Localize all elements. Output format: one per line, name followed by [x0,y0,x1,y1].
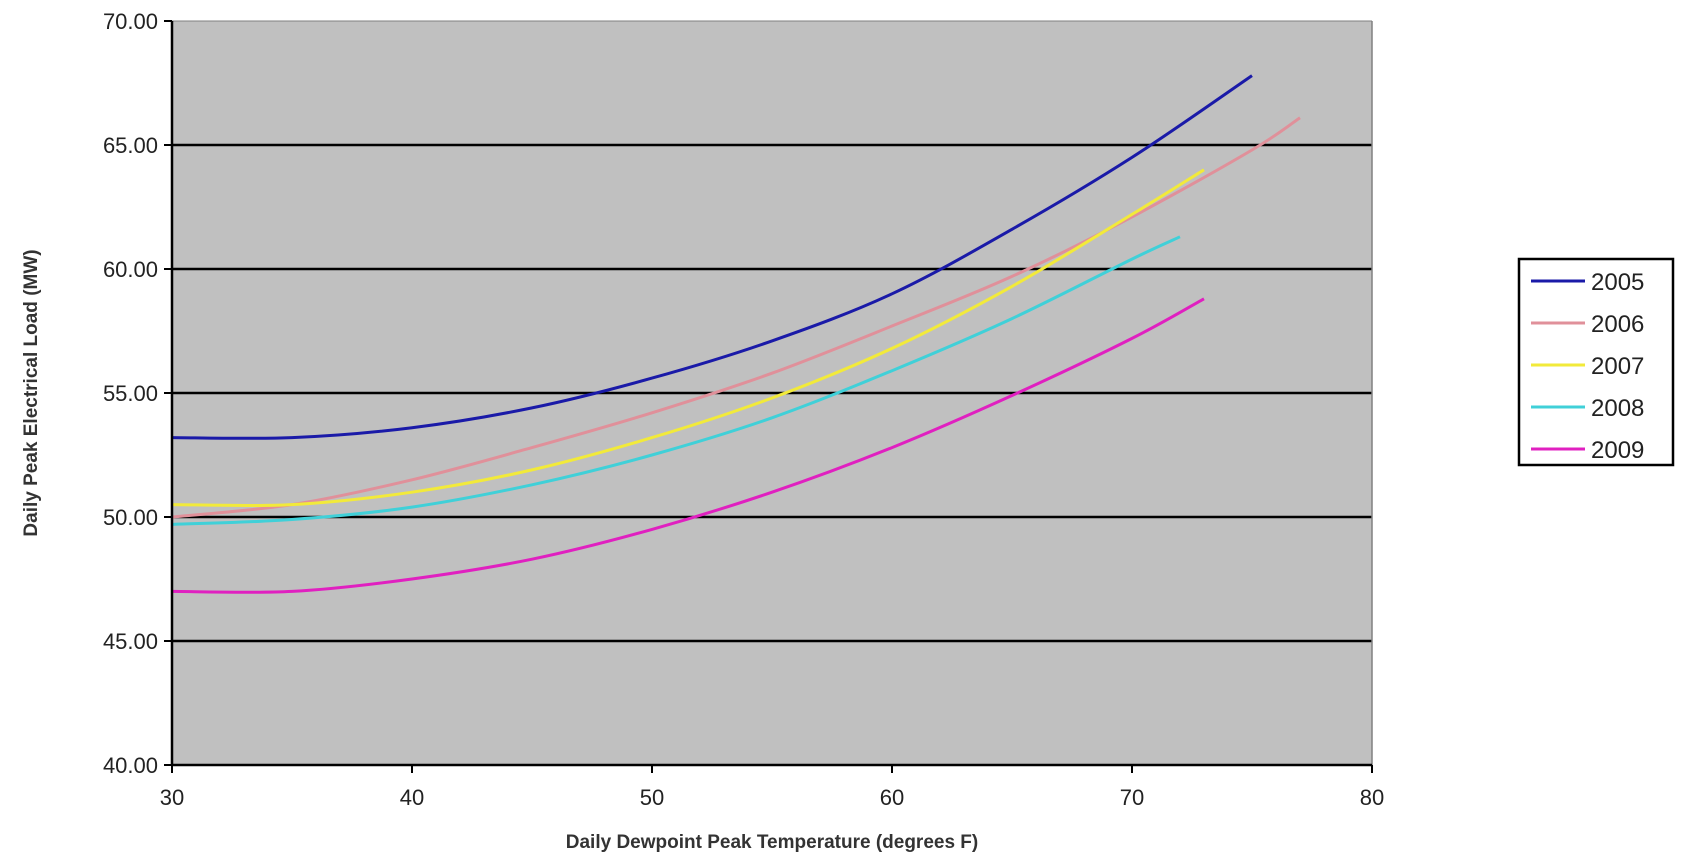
x-tick-labels: 30 40 50 60 70 80 [160,785,1384,810]
x-axis-title: Daily Dewpoint Peak Temperature (degrees… [566,832,979,853]
y-tick-label: 45.00 [103,629,158,654]
y-tick-label: 70.00 [103,9,158,34]
series-line-2009 [171,297,1205,594]
y-tick-label: 65.00 [103,133,158,158]
y-tick-labels: 40.00 45.00 50.00 55.00 60.00 65.00 70.00 [103,9,158,778]
legend-label: 2007 [1591,353,1644,380]
legend: 2005 2006 2007 2008 2009 [1517,257,1675,467]
series-line-2008 [171,235,1181,526]
x-tick-label: 50 [640,785,664,810]
series-line-2007 [171,168,1205,508]
legend-label: 2005 [1591,269,1644,296]
legend-label: 2009 [1591,437,1644,464]
x-tick-label: 70 [1120,785,1144,810]
series-line-2006 [171,116,1301,519]
legend-label: 2008 [1591,395,1644,422]
y-tick-label: 60.00 [103,257,158,282]
y-tick-label: 40.00 [103,753,158,778]
x-tick-label: 80 [1360,785,1384,810]
series-lines [171,74,1301,594]
y-tick-label: 55.00 [103,381,158,406]
x-tick-label: 40 [400,785,424,810]
y-axis-title: Daily Peak Electrical Load (MW) [21,249,42,536]
legend-box [1517,257,1675,467]
x-tick-label: 30 [160,785,184,810]
axes [164,20,1373,773]
x-tick-label: 60 [880,785,904,810]
series-line-2005 [171,74,1253,440]
legend-label: 2006 [1591,311,1644,338]
y-tick-label: 50.00 [103,505,158,530]
gridlines [172,143,1372,643]
